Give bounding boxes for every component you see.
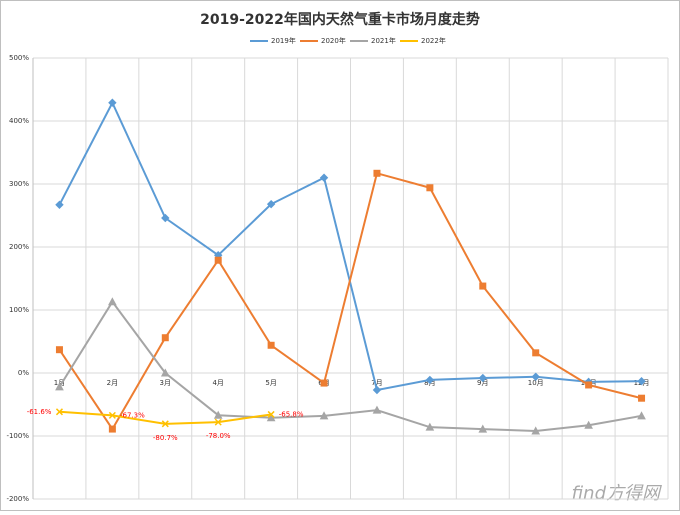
point — [161, 334, 169, 342]
y-tick-label: 0% — [18, 369, 29, 377]
point — [638, 394, 646, 402]
y-tick-label: -200% — [6, 495, 29, 503]
point — [426, 184, 434, 192]
point — [213, 410, 223, 419]
x-tick-label: 3月 — [160, 379, 171, 387]
point — [214, 418, 222, 426]
data-label: -80.7% — [153, 434, 178, 442]
point — [425, 375, 435, 385]
series-line — [58, 172, 642, 431]
point — [108, 425, 116, 433]
data-label: -78.0% — [206, 432, 231, 440]
chart-title: 2019-2022年国内天然气重卡市场月度走势 — [200, 11, 480, 28]
point — [266, 199, 276, 209]
x-tick-label: 2月 — [107, 379, 118, 387]
point — [55, 346, 63, 354]
point — [373, 169, 381, 177]
point — [108, 297, 117, 306]
y-tick-label: 400% — [9, 117, 29, 125]
legend-label: 2019年 — [271, 36, 296, 45]
point — [160, 368, 170, 377]
point — [531, 426, 541, 435]
legend-item: 2019年 — [250, 36, 296, 45]
y-tick-label: -100% — [6, 432, 29, 440]
point — [531, 372, 540, 381]
point — [55, 408, 63, 416]
point — [532, 349, 540, 357]
point — [320, 379, 328, 387]
point — [478, 373, 487, 383]
x-tick-label: 7月 — [371, 379, 382, 387]
point — [425, 422, 435, 431]
data-label: -65.8% — [279, 410, 304, 418]
legend-label: 2020年 — [321, 36, 346, 45]
y-tick-label: 100% — [9, 306, 29, 314]
point — [585, 381, 593, 389]
y-tick-label: 300% — [9, 180, 29, 188]
point — [479, 282, 487, 290]
point — [372, 385, 382, 395]
watermark: find方得网 — [572, 483, 662, 504]
point — [372, 405, 382, 414]
point — [584, 420, 593, 429]
y-tick-label: 500% — [9, 54, 29, 62]
point — [478, 424, 488, 433]
legend-item: 2021年 — [350, 36, 396, 45]
x-tick-label: 4月 — [212, 379, 223, 387]
legend-label: 2022年 — [421, 36, 446, 45]
point — [55, 200, 64, 209]
point — [108, 411, 116, 419]
point — [108, 98, 117, 107]
point — [637, 376, 646, 386]
y-tick-label: 200% — [9, 243, 29, 251]
x-tick-label: 10月 — [528, 379, 544, 387]
legend-label: 2021年 — [371, 36, 396, 45]
series-line — [58, 100, 642, 392]
legend-item: 2020年 — [300, 36, 346, 45]
data-label: -61.6% — [27, 408, 52, 416]
x-tick-label: 9月 — [477, 379, 488, 387]
legend-item: 2022年 — [400, 36, 446, 45]
x-tick-label: 5月 — [265, 379, 276, 387]
point — [266, 413, 276, 422]
data-label: -67.3% — [120, 411, 145, 419]
point — [319, 173, 329, 182]
series-line — [58, 300, 642, 432]
point — [267, 341, 275, 349]
point — [161, 213, 170, 223]
point — [55, 382, 64, 391]
point — [214, 256, 222, 264]
point — [319, 411, 329, 420]
point — [637, 411, 646, 420]
point — [161, 420, 169, 428]
point — [267, 410, 275, 418]
